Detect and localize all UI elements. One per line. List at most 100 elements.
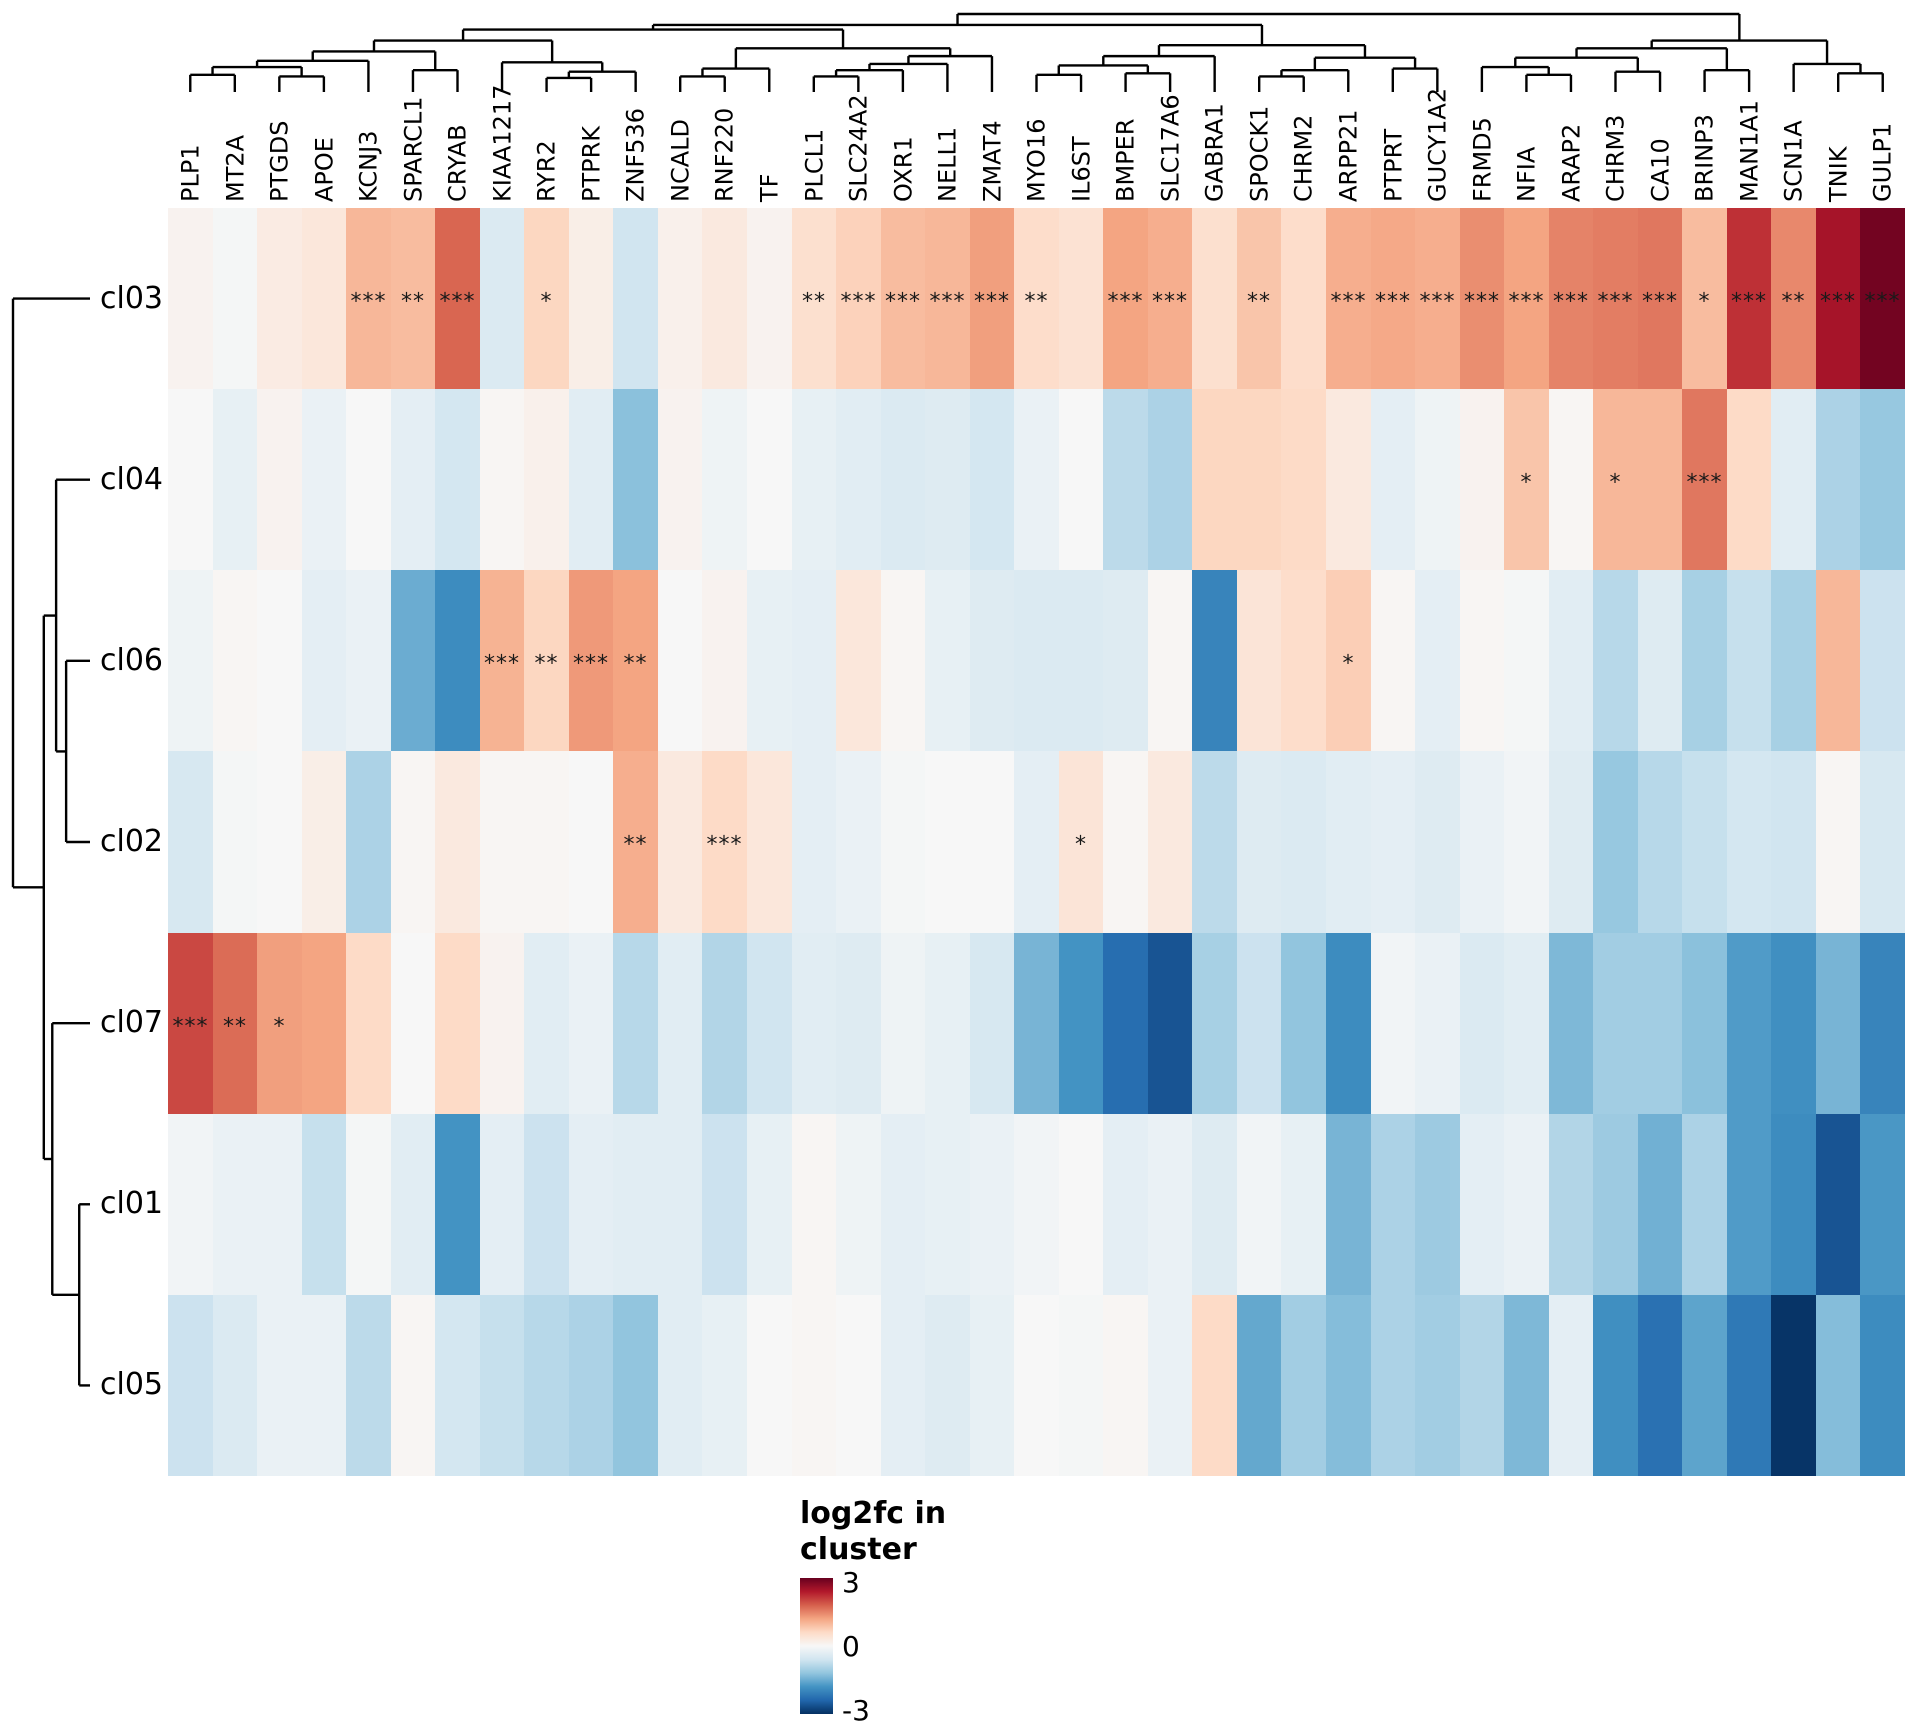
heatmap-cell	[1371, 570, 1415, 751]
heatmap-cell	[1192, 751, 1237, 933]
heatmap-cell: ***	[1860, 208, 1905, 389]
heatmap-cell	[747, 933, 792, 1114]
heatmap-cell: ***	[1638, 208, 1682, 389]
heatmap-cell	[792, 1295, 836, 1476]
heatmap-cell: ***	[168, 933, 213, 1114]
heatmap-cell	[658, 208, 702, 389]
heatmap-cell	[925, 389, 970, 570]
heatmap-cell	[1059, 1295, 1103, 1476]
heatmap-cell	[1504, 1114, 1549, 1295]
heatmap-cell	[970, 570, 1014, 751]
legend-title-line2: cluster	[800, 1532, 917, 1567]
heatmap-cell	[1816, 933, 1860, 1114]
heatmap-cell	[1638, 570, 1682, 751]
column-label: CHRM2	[1289, 114, 1318, 202]
heatmap-cell	[881, 1295, 925, 1476]
heatmap-cell: ***	[569, 570, 613, 751]
heatmap-cell	[925, 933, 970, 1114]
heatmap-cell	[836, 933, 881, 1114]
heatmap-cell	[702, 208, 747, 389]
heatmap-cell	[881, 933, 925, 1114]
significance-stars: ***	[484, 651, 520, 676]
heatmap-cell	[925, 1114, 970, 1295]
heatmap-cell	[1593, 570, 1638, 751]
heatmap-cell: ***	[1326, 208, 1371, 389]
heatmap-cell	[1549, 570, 1593, 751]
significance-stars: **	[401, 289, 425, 314]
column-label: SCN1A	[1779, 120, 1808, 202]
heatmap-cell	[1192, 570, 1237, 751]
heatmap-cell	[1059, 570, 1103, 751]
significance-stars: *	[273, 1014, 286, 1039]
heatmap-cell	[168, 1295, 213, 1476]
heatmap-cell	[792, 570, 836, 751]
significance-stars: ***	[1553, 289, 1589, 314]
heatmap-cell	[1281, 208, 1326, 389]
heatmap-cell	[257, 389, 302, 570]
heatmap-cell	[1727, 933, 1771, 1114]
heatmap-cell: ***	[702, 751, 747, 933]
heatmap-cell	[302, 389, 346, 570]
heatmap-cell	[702, 1114, 747, 1295]
significance-stars: ***	[1731, 289, 1767, 314]
heatmap-cell	[569, 751, 613, 933]
heatmap-cell: *	[1593, 389, 1638, 570]
heatmap-cell: **	[613, 751, 658, 933]
colorbar-tick-min: -3	[842, 1694, 870, 1727]
heatmap-cell	[1860, 1295, 1905, 1476]
heatmap-cell	[881, 570, 925, 751]
heatmap-cell	[302, 208, 346, 389]
heatmap-cell	[391, 1295, 435, 1476]
significance-stars: **	[623, 832, 648, 858]
heatmap-cell	[1460, 933, 1504, 1114]
heatmap-cell	[747, 208, 792, 389]
heatmap-cell	[257, 751, 302, 933]
heatmap-cell	[1281, 1114, 1326, 1295]
heatmap-cell	[613, 1295, 658, 1476]
heatmap-cell	[1816, 389, 1860, 570]
heatmap-cell: ***	[1415, 208, 1460, 389]
column-label: MT2A	[220, 134, 249, 202]
significance-stars: **	[1247, 289, 1271, 314]
heatmap-cell	[1415, 933, 1460, 1114]
heatmap-cell	[1281, 751, 1326, 933]
heatmap-cell	[480, 1295, 524, 1476]
heatmap-cell: **	[1014, 208, 1059, 389]
significance-stars: ***	[1464, 289, 1500, 314]
heatmap-cell	[1593, 1295, 1638, 1476]
heatmap-cell	[1059, 1114, 1103, 1295]
heatmap-cell: **	[1771, 208, 1816, 389]
heatmap-cell	[1148, 570, 1192, 751]
column-label: TF	[755, 173, 784, 202]
heatmap-cell	[747, 1114, 792, 1295]
heatmap-cell	[1771, 1295, 1816, 1476]
significance-stars: **	[1781, 289, 1806, 314]
heatmap-cell	[346, 389, 391, 570]
heatmap-cell	[1415, 389, 1460, 570]
column-label: APOE	[309, 137, 338, 202]
significance-stars: ***	[1375, 289, 1411, 314]
heatmap-cell	[168, 208, 213, 389]
heatmap-cell	[1460, 751, 1504, 933]
heatmap-cell	[1281, 570, 1326, 751]
heatmap-cell	[1148, 1114, 1192, 1295]
significance-stars: ***	[172, 1014, 209, 1039]
heatmap-cell: **	[792, 208, 836, 389]
heatmap-cell	[1727, 751, 1771, 933]
heatmap-cell	[1771, 1114, 1816, 1295]
heatmap-cell	[1237, 1114, 1281, 1295]
heatmap-cell	[257, 570, 302, 751]
heatmap-cell: **	[524, 570, 569, 751]
legend-title-line1: log2fc in	[800, 1496, 947, 1531]
heatmap-cell: ***	[480, 570, 524, 751]
column-label: KIAA1217	[488, 84, 517, 202]
heatmap-cell	[168, 751, 213, 933]
heatmap-cell: ***	[1549, 208, 1593, 389]
heatmap-cell	[302, 1114, 346, 1295]
significance-stars: ***	[974, 289, 1010, 314]
heatmap-cell	[1816, 751, 1860, 933]
heatmap-cell: *	[1059, 751, 1103, 933]
significance-stars: *	[540, 289, 553, 314]
heatmap-cell	[1549, 1114, 1593, 1295]
heatmap-cell	[1727, 389, 1771, 570]
